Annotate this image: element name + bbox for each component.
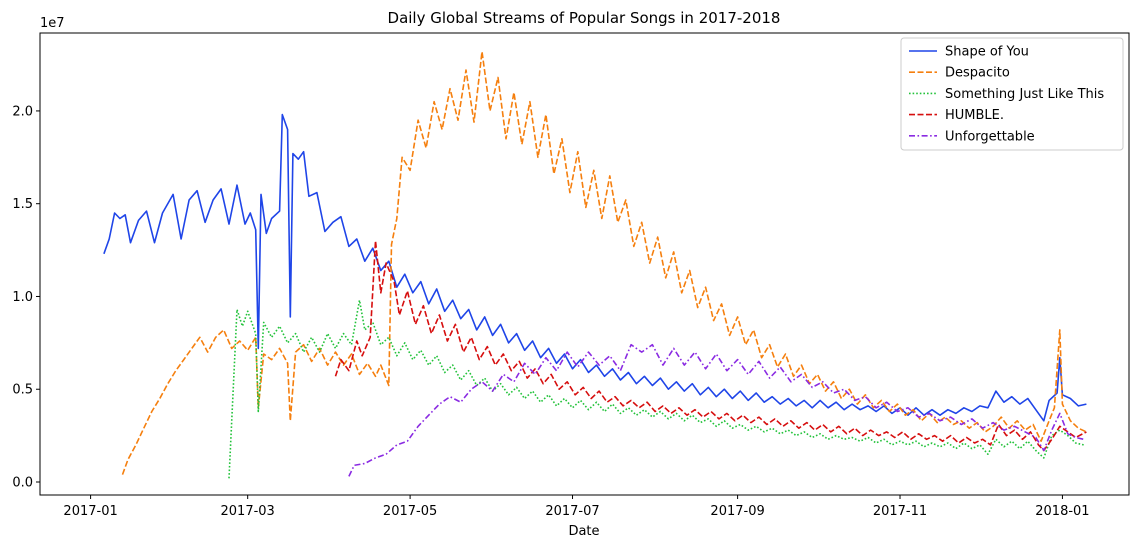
x-tick-label: 2017-05 [383,504,437,519]
legend-box [900,37,1124,151]
legend: Shape of You Despacito Something Just Like… [900,37,1124,151]
y-axis: 0.0 0.5 1.0 1.5 2.0 [12,104,40,491]
y-tick-label: 1.5 [12,197,33,212]
x-tick-label: 2017-01 [63,504,117,519]
x-axis-label: Date [568,524,599,539]
series-line-something-just-like-this [228,299,1084,479]
x-tick-label: 2017-07 [545,504,599,519]
y-scale-label: 1e7 [40,16,65,31]
legend-label-humble: HUMBLE. [945,108,1004,123]
legend-label-something-just-like-this: Something Just Like This [945,87,1104,102]
y-tick-label: 1.0 [12,290,33,305]
x-tick-label: 2017-03 [221,504,275,519]
legend-label-unforgettable: Unforgettable [945,129,1035,144]
legend-label-despacito: Despacito [945,66,1010,81]
y-tick-label: 0.5 [12,383,33,398]
y-tick-label: 0.0 [12,476,33,491]
chart-title: Daily Global Streams of Popular Songs in… [388,9,781,27]
x-tick-label: 2017-09 [710,504,764,519]
series-line-unforgettable [348,343,1084,477]
series-line-humble [334,240,1087,452]
x-axis: 2017-01 2017-03 2017-05 2017-07 2017-09 2017-… [63,495,1090,519]
y-tick-label: 2.0 [12,104,33,119]
x-tick-label: 2018-01 [1035,504,1089,519]
x-tick-label: 2017-11 [873,504,927,519]
legend-label-shape-of-you: Shape of You [945,45,1029,60]
plot-frame [39,32,1130,496]
series-layer [103,50,1087,479]
